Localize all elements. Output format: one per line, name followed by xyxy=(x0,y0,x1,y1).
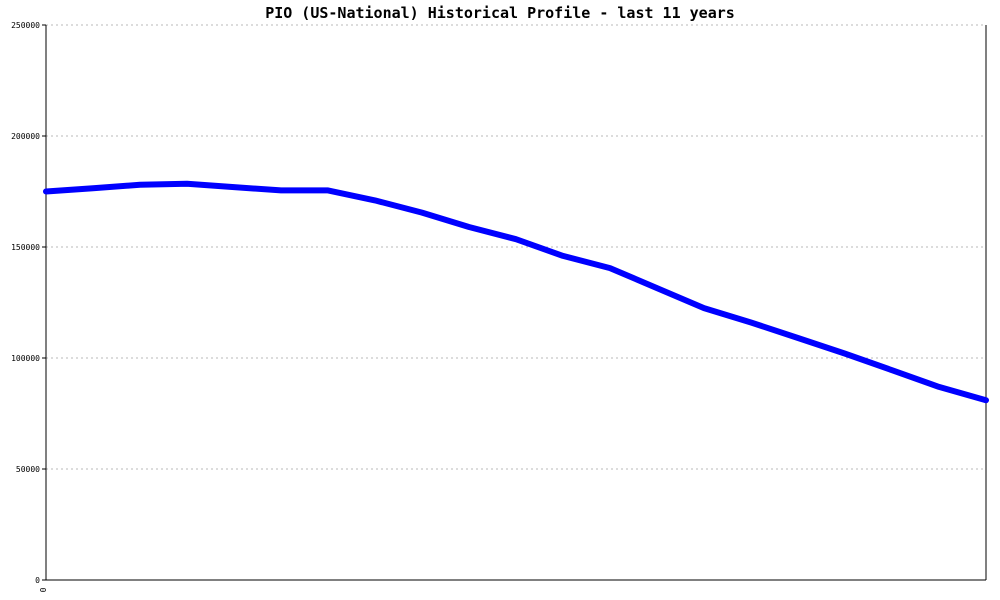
series-layer xyxy=(43,180,989,404)
y-tick-label: 50000 xyxy=(16,465,40,474)
y-tick-label: 150000 xyxy=(11,243,40,252)
y-tick-label: 250000 xyxy=(11,21,40,30)
axes xyxy=(42,24,987,581)
y-tick-label: 100000 xyxy=(11,354,40,363)
series-line xyxy=(43,180,989,404)
y-tick-label: 200000 xyxy=(11,132,40,141)
tick-labels: 0 50000 100000 150000 200000 250000 0 xyxy=(11,21,48,592)
x-tick-label: 0 xyxy=(39,587,48,592)
chart-title: PIO (US-National) Historical Profile - l… xyxy=(265,4,735,22)
grid-lines xyxy=(46,24,986,470)
y-tick-label: 0 xyxy=(35,576,40,585)
